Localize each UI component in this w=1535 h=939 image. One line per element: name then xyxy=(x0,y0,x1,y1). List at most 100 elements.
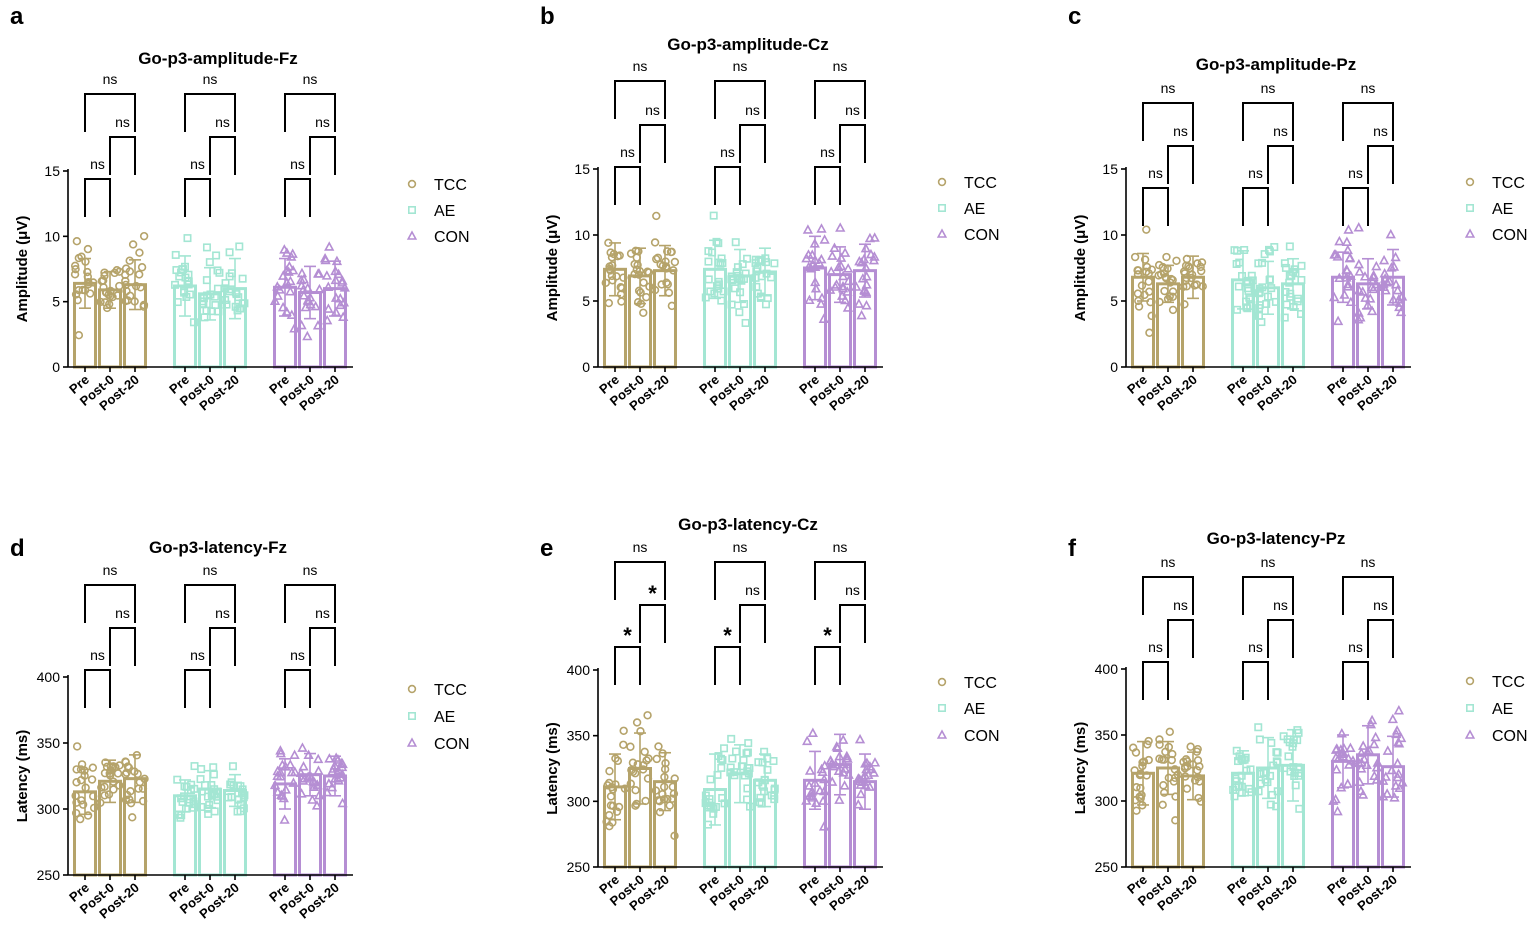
data-point xyxy=(313,765,324,775)
data-point xyxy=(189,797,198,806)
legend-marker-tcc xyxy=(407,684,417,694)
data-point xyxy=(215,268,224,277)
significance-label: ns xyxy=(1161,554,1176,570)
data-point xyxy=(608,818,617,827)
data-point xyxy=(83,244,93,254)
data-point xyxy=(819,234,830,244)
y-tick-label: 10 xyxy=(44,228,60,244)
data-point xyxy=(1394,301,1405,312)
data-point xyxy=(658,789,667,799)
data-point xyxy=(663,247,672,256)
significance-label: ns xyxy=(215,605,230,621)
data-point xyxy=(275,747,286,758)
data-point xyxy=(87,775,97,784)
data-point xyxy=(1387,713,1398,724)
data-point xyxy=(1353,222,1364,232)
data-point xyxy=(1138,801,1147,810)
data-point xyxy=(1143,740,1152,749)
data-point xyxy=(819,773,830,784)
data-point xyxy=(855,788,867,799)
significance-bracket xyxy=(639,124,666,163)
data-point xyxy=(1295,804,1304,813)
data-point xyxy=(125,267,135,276)
significance-bracket xyxy=(1342,576,1394,615)
y-axis-label: Amplitude (μV) xyxy=(544,215,561,322)
legend-label-con: CON xyxy=(964,728,1000,745)
y-axis-label: Latency (ms) xyxy=(544,722,561,815)
data-point xyxy=(760,787,769,796)
data-point xyxy=(1263,292,1272,301)
data-point xyxy=(331,255,343,266)
data-point xyxy=(1193,744,1202,754)
significance-label: * xyxy=(823,623,832,648)
data-point xyxy=(100,791,109,800)
data-point xyxy=(659,782,669,792)
data-point xyxy=(128,813,137,822)
data-point xyxy=(853,298,865,308)
data-point xyxy=(727,734,736,743)
significance-bracket xyxy=(1242,102,1294,141)
significance-bracket xyxy=(1342,187,1369,226)
data-point xyxy=(1336,727,1347,738)
data-point xyxy=(825,755,836,765)
legend-marker-con xyxy=(936,228,948,238)
data-point xyxy=(818,313,829,323)
data-point xyxy=(77,252,86,261)
data-point xyxy=(308,781,320,791)
significance-bracket xyxy=(614,166,641,205)
data-point xyxy=(171,250,180,259)
data-point xyxy=(1390,278,1402,289)
data-point xyxy=(73,295,82,305)
data-point xyxy=(136,283,145,292)
data-point xyxy=(277,270,289,280)
y-axis-label: Latency (ms) xyxy=(14,730,31,823)
data-point xyxy=(1280,313,1289,322)
data-point xyxy=(1341,236,1353,246)
data-point xyxy=(636,299,646,308)
data-point xyxy=(763,765,772,774)
data-point xyxy=(1272,748,1281,757)
legend-label-tcc: TCC xyxy=(1492,175,1525,192)
data-point xyxy=(842,753,853,763)
data-point xyxy=(1390,780,1401,790)
data-point xyxy=(632,799,641,809)
significance-label: * xyxy=(648,581,657,606)
significance-bracket xyxy=(839,124,866,163)
data-point xyxy=(653,253,663,262)
data-point xyxy=(83,267,92,277)
data-point xyxy=(1139,757,1149,766)
data-point xyxy=(1281,287,1290,296)
data-point xyxy=(337,797,348,808)
y-tick-label: 250 xyxy=(1095,859,1119,875)
data-point xyxy=(662,264,671,273)
significance-label: ns xyxy=(745,582,760,598)
data-point xyxy=(1133,266,1142,275)
data-point xyxy=(322,314,333,325)
data-point xyxy=(1261,767,1270,776)
data-point xyxy=(1345,270,1356,280)
data-point xyxy=(613,756,623,766)
significance-label: ns xyxy=(820,144,835,160)
data-point xyxy=(728,754,737,763)
data-point xyxy=(859,285,870,295)
data-point xyxy=(1162,252,1171,262)
data-point xyxy=(76,776,86,785)
data-point xyxy=(72,742,82,751)
data-point xyxy=(1246,765,1255,774)
data-point xyxy=(714,277,723,286)
data-point xyxy=(1195,777,1204,786)
data-point xyxy=(706,775,715,784)
chart-title: Go-p3-amplitude-Cz xyxy=(667,35,829,54)
data-point xyxy=(1165,292,1174,301)
data-point xyxy=(643,774,653,783)
data-point xyxy=(827,250,838,260)
data-point xyxy=(97,783,106,792)
significance-bracket xyxy=(814,646,841,685)
data-point xyxy=(1147,311,1156,321)
data-point xyxy=(731,238,740,247)
data-point xyxy=(324,753,335,763)
significance-label: ns xyxy=(733,58,748,74)
significance-label: ns xyxy=(1261,80,1276,96)
data-point xyxy=(269,295,281,305)
data-point xyxy=(741,318,750,327)
